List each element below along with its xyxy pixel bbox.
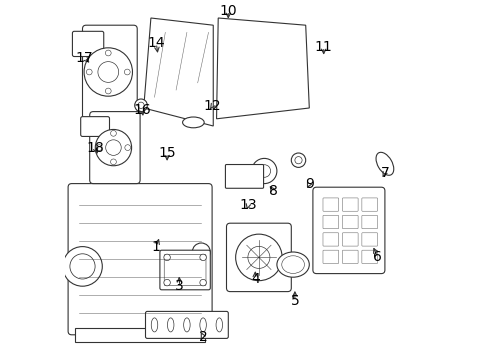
Ellipse shape <box>276 252 309 277</box>
Circle shape <box>110 159 116 165</box>
Circle shape <box>291 153 305 167</box>
Text: 8: 8 <box>268 184 277 198</box>
Circle shape <box>84 48 132 96</box>
FancyBboxPatch shape <box>361 233 377 246</box>
Circle shape <box>124 69 130 75</box>
FancyBboxPatch shape <box>361 198 377 211</box>
Circle shape <box>62 247 102 286</box>
Ellipse shape <box>183 318 190 332</box>
Text: 11: 11 <box>314 40 332 54</box>
Circle shape <box>163 254 170 261</box>
Circle shape <box>247 246 269 269</box>
Circle shape <box>70 254 95 279</box>
FancyBboxPatch shape <box>145 311 228 338</box>
FancyBboxPatch shape <box>361 215 377 229</box>
Circle shape <box>105 50 111 56</box>
FancyBboxPatch shape <box>81 117 109 136</box>
Circle shape <box>200 254 206 261</box>
Text: 2: 2 <box>198 330 207 343</box>
FancyBboxPatch shape <box>342 198 357 211</box>
Text: 12: 12 <box>203 99 221 113</box>
Circle shape <box>95 130 131 166</box>
Circle shape <box>96 145 102 150</box>
Text: 4: 4 <box>250 272 259 286</box>
FancyBboxPatch shape <box>164 255 205 285</box>
Ellipse shape <box>200 318 206 332</box>
FancyBboxPatch shape <box>82 25 137 119</box>
Text: 14: 14 <box>147 36 165 50</box>
Polygon shape <box>143 18 213 126</box>
FancyBboxPatch shape <box>342 215 357 229</box>
FancyBboxPatch shape <box>160 250 210 290</box>
FancyBboxPatch shape <box>342 233 357 246</box>
Circle shape <box>251 158 276 184</box>
FancyBboxPatch shape <box>75 328 204 342</box>
Text: 6: 6 <box>372 251 381 264</box>
Ellipse shape <box>216 318 222 332</box>
Circle shape <box>86 69 92 75</box>
FancyBboxPatch shape <box>312 187 384 274</box>
Text: 3: 3 <box>175 279 183 293</box>
Circle shape <box>105 88 111 94</box>
Circle shape <box>163 279 170 286</box>
Polygon shape <box>216 18 309 119</box>
Circle shape <box>294 157 302 164</box>
Text: 13: 13 <box>239 198 256 212</box>
Circle shape <box>235 234 282 281</box>
FancyBboxPatch shape <box>89 112 140 184</box>
FancyBboxPatch shape <box>225 165 263 188</box>
Text: 17: 17 <box>75 51 93 64</box>
FancyBboxPatch shape <box>68 184 212 335</box>
FancyBboxPatch shape <box>322 233 338 246</box>
Ellipse shape <box>182 117 204 128</box>
FancyBboxPatch shape <box>361 250 377 264</box>
Text: 16: 16 <box>133 103 150 117</box>
Circle shape <box>98 62 119 82</box>
FancyBboxPatch shape <box>322 215 338 229</box>
Circle shape <box>192 243 210 261</box>
Text: 5: 5 <box>290 294 299 307</box>
FancyBboxPatch shape <box>226 223 291 292</box>
Circle shape <box>138 102 144 108</box>
Text: 10: 10 <box>219 4 237 18</box>
Circle shape <box>110 130 116 136</box>
Circle shape <box>124 145 130 150</box>
Circle shape <box>105 140 121 156</box>
Ellipse shape <box>167 318 174 332</box>
Text: 7: 7 <box>380 166 388 180</box>
Text: 15: 15 <box>158 146 176 160</box>
Text: 18: 18 <box>86 141 104 154</box>
Ellipse shape <box>375 152 393 175</box>
FancyBboxPatch shape <box>72 31 103 57</box>
Text: 1: 1 <box>152 240 161 253</box>
FancyBboxPatch shape <box>342 250 357 264</box>
Text: 9: 9 <box>304 177 313 190</box>
FancyBboxPatch shape <box>322 250 338 264</box>
Circle shape <box>200 279 206 286</box>
Ellipse shape <box>281 256 304 274</box>
Circle shape <box>134 99 147 112</box>
Ellipse shape <box>151 318 158 332</box>
FancyBboxPatch shape <box>322 198 338 211</box>
Circle shape <box>258 165 270 177</box>
